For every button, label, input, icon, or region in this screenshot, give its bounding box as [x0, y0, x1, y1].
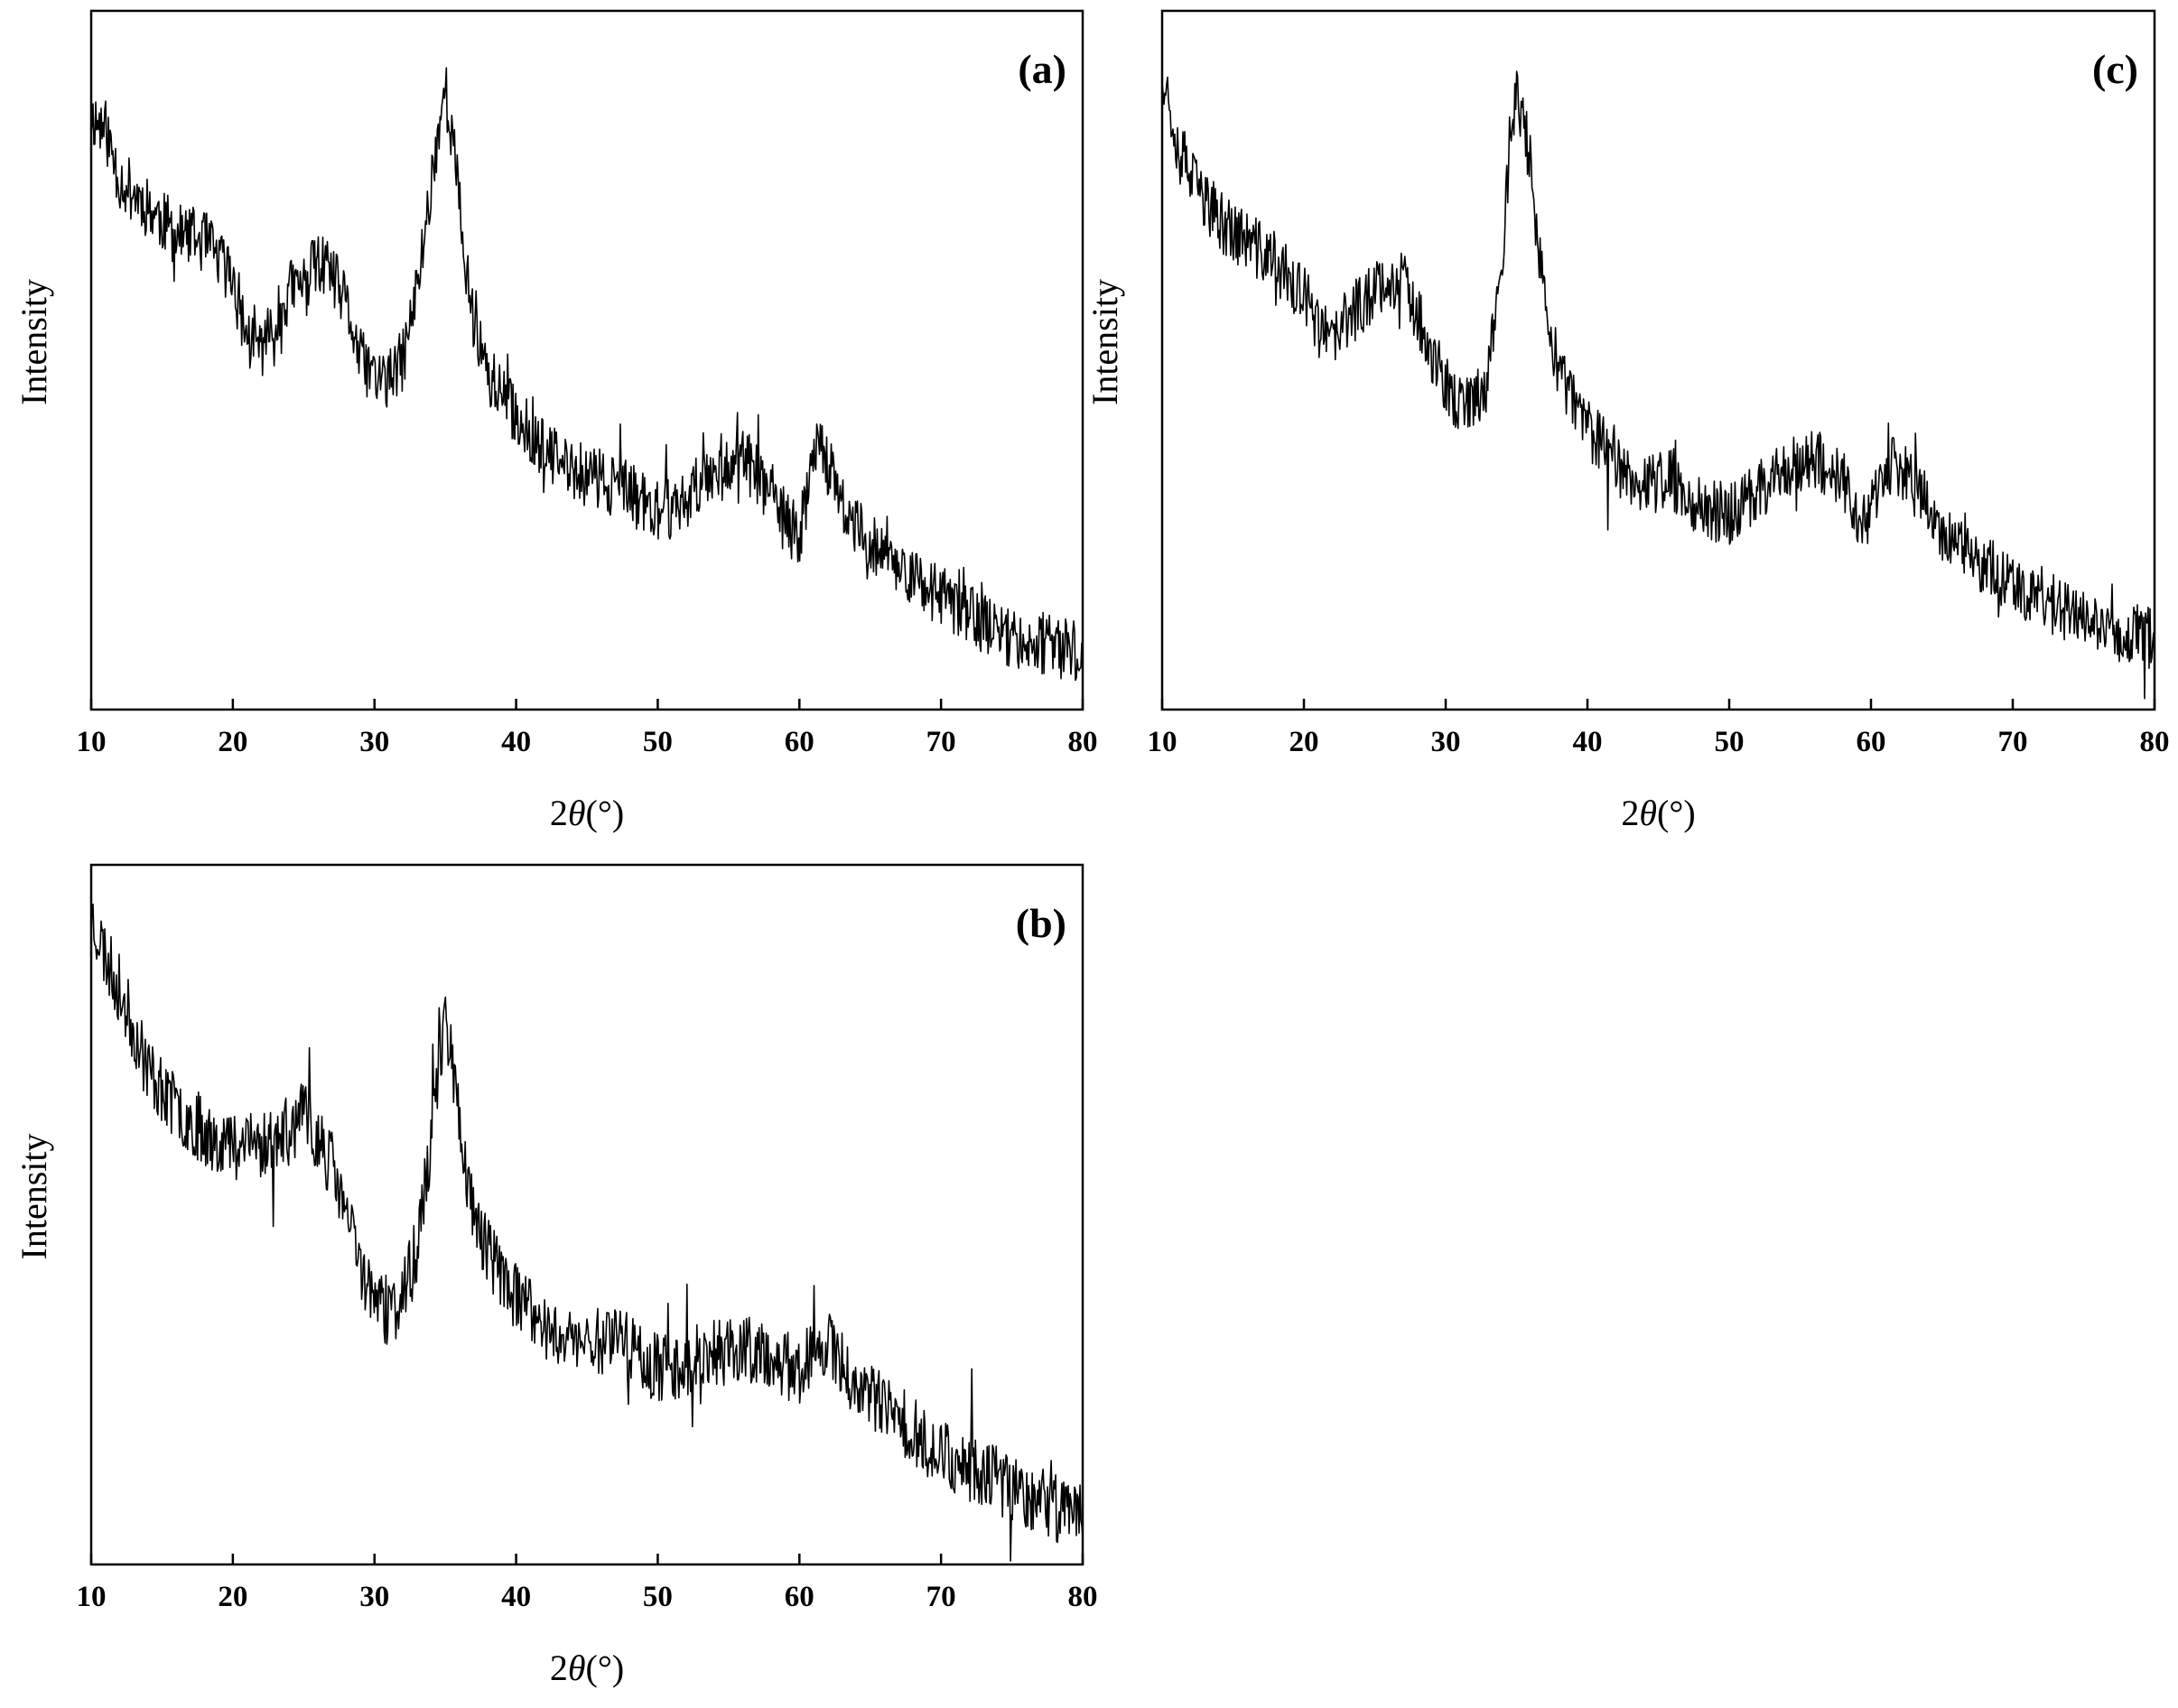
xrd-trace — [90, 903, 1084, 1562]
x-tick-label: 50 — [643, 726, 673, 758]
x-axis-label: 2θ(°) — [550, 793, 624, 833]
x-tick-label: 50 — [1715, 726, 1745, 758]
xrd-trace — [1161, 70, 2155, 700]
plot-frame — [89, 863, 1084, 1566]
xrd-trace — [90, 67, 1084, 682]
x-tick-label: 40 — [1573, 726, 1603, 758]
x-tick-label: 80 — [1068, 726, 1098, 758]
x-tick-label: 10 — [77, 726, 107, 758]
x-tick-label: 40 — [501, 1581, 531, 1613]
x-tick-label: 60 — [1857, 726, 1886, 758]
x-tick-label: 60 — [785, 1581, 814, 1613]
panel-label: (b) — [1016, 900, 1066, 946]
x-tick-label: 10 — [77, 1581, 107, 1613]
panel-a: 10 20 30 40 50 60 70 80 2θ(°) Intensity (a) — [14, 9, 1098, 833]
panel-b: 10 20 30 40 50 60 70 80 2θ(°) Intensity (b) — [14, 863, 1098, 1688]
panel-c: 10 20 30 40 50 60 70 80 2θ(°) Intensity (c) — [1084, 9, 2170, 833]
x-axis-label: 2θ(°) — [1621, 793, 1695, 833]
x-tick-label: 40 — [501, 726, 531, 758]
x-tick-label: 80 — [1068, 1581, 1098, 1613]
panel-label: (c) — [2092, 46, 2138, 92]
x-tick-label: 80 — [2140, 726, 2170, 758]
x-tick-label: 20 — [218, 726, 247, 758]
x-tick-label: 30 — [1431, 726, 1461, 758]
x-tick-label: 70 — [926, 726, 956, 758]
x-tick-label: 30 — [359, 726, 389, 758]
plot-frame — [89, 9, 1084, 711]
x-tick-label: 70 — [1998, 726, 2028, 758]
x-tick-label: 70 — [926, 1581, 956, 1613]
panel-label: (a) — [1018, 46, 1066, 92]
y-axis-label: Intensity — [14, 279, 54, 405]
x-tick-label: 60 — [785, 726, 814, 758]
x-tick-label: 50 — [643, 1581, 673, 1613]
x-tick-label: 20 — [1289, 726, 1319, 758]
plot-frame — [1160, 9, 2156, 711]
y-axis-label: Intensity — [1084, 279, 1125, 405]
x-axis-label: 2θ(°) — [550, 1648, 624, 1688]
y-axis-label: Intensity — [14, 1134, 54, 1260]
x-tick-label: 10 — [1148, 726, 1177, 758]
x-tick-label: 30 — [359, 1581, 389, 1613]
x-tick-label: 20 — [218, 1581, 247, 1613]
